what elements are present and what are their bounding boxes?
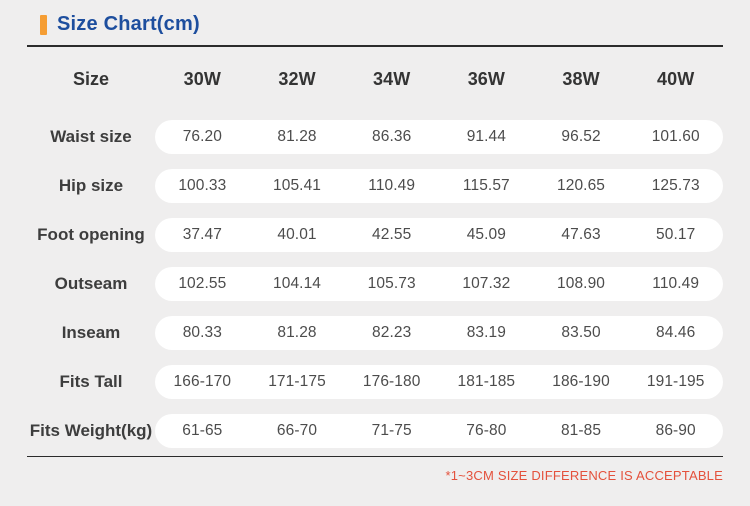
table-cell: 191-195 <box>646 373 705 390</box>
table-cell: 181-185 <box>457 373 516 390</box>
table-cell: 76-80 <box>466 422 507 439</box>
table-cell: 105.73 <box>367 275 416 292</box>
table-cell: 40.01 <box>277 226 317 243</box>
table-cell: 42.55 <box>372 226 412 243</box>
table-cell: 71-75 <box>371 422 412 439</box>
table-cell: 125.73 <box>651 177 700 194</box>
table-cell: 84.46 <box>656 324 696 341</box>
table-cell: 66-70 <box>276 422 318 439</box>
table-cell: 83.19 <box>466 324 506 341</box>
header-values-strip: 30W 32W 34W 36W 38W 40W <box>155 63 723 97</box>
row-values-pill: 100.33 105.41 110.49 115.57 120.65 125.7… <box>155 169 723 203</box>
table-cell: 110.49 <box>368 177 416 194</box>
table-cell: 166-170 <box>173 373 232 390</box>
column-header-36w: 36W <box>467 69 505 89</box>
table-cell: 83.50 <box>561 324 601 341</box>
table-cell: 108.90 <box>557 275 606 292</box>
table-cell: 82.23 <box>372 324 412 341</box>
table-header-row: Size 30W 32W 34W 36W 38W 40W <box>27 47 723 113</box>
table-cell: 86.36 <box>372 128 412 145</box>
row-values-pill: 80.33 81.28 82.23 83.19 83.50 84.46 <box>155 316 723 350</box>
table-cell: 101.60 <box>651 128 700 145</box>
row-label: Outseam <box>54 274 128 293</box>
table-cell: 186-190 <box>552 373 610 390</box>
table-cell: 115.57 <box>462 177 510 194</box>
table-row-foot-opening: Foot opening 37.47 40.01 42.55 45.09 47.… <box>27 211 723 260</box>
row-values-pill: 102.55 104.14 105.73 107.32 108.90 110.4… <box>155 267 723 301</box>
footer-note: *1~3CM SIZE DIFFERENCE IS ACCEPTABLE <box>445 468 723 483</box>
row-values-pill: 166-170 171-175 176-180 181-185 186-190 … <box>155 365 723 399</box>
row-label: Waist size <box>50 127 132 146</box>
section-header: Size Chart(cm) <box>27 0 723 45</box>
table-cell: 81.28 <box>277 128 317 145</box>
top-divider <box>27 45 723 47</box>
table-row-fits-tall: Fits Tall 166-170 171-175 176-180 181-18… <box>27 358 723 407</box>
table-cell: 96.52 <box>561 128 601 145</box>
row-label: Hip size <box>58 176 124 195</box>
table-cell: 104.14 <box>273 275 322 292</box>
column-header-30w: 30W <box>183 69 221 89</box>
page-title: Size Chart(cm) <box>57 13 200 35</box>
table-cell: 105.41 <box>273 177 322 194</box>
row-label: Foot opening <box>37 225 145 244</box>
table-row-outseam: Outseam 102.55 104.14 105.73 107.32 108.… <box>27 260 723 309</box>
table-cell: 171-175 <box>268 373 326 390</box>
table-cell: 107.32 <box>462 275 511 292</box>
table-cell: 37.47 <box>182 226 222 243</box>
row-values-pill: 76.20 81.28 86.36 91.44 96.52 101.60 <box>155 120 723 154</box>
table-cell: 50.17 <box>656 226 696 243</box>
size-table: Size 30W 32W 34W 36W 38W 40W Waist size … <box>27 47 723 456</box>
column-header-size: Size <box>72 69 110 89</box>
accent-bar-icon <box>40 14 47 35</box>
table-cell: 81.28 <box>277 324 317 341</box>
table-cell: 102.55 <box>178 275 227 292</box>
table-cell: 100.33 <box>178 177 227 194</box>
table-cell: 91.44 <box>466 128 506 145</box>
column-header-34w: 34W <box>373 69 411 89</box>
row-label: Fits Tall <box>59 372 123 391</box>
table-row-hip-size: Hip size 100.33 105.41 110.49 115.57 120… <box>27 162 723 211</box>
table-cell: 61-65 <box>182 422 223 439</box>
column-header-40w: 40W <box>657 69 695 89</box>
table-cell: 86-90 <box>655 422 696 439</box>
table-cell: 80.33 <box>182 324 222 341</box>
table-cell: 45.09 <box>466 226 506 243</box>
table-cell: 81-85 <box>560 422 602 439</box>
table-row-inseam: Inseam 80.33 81.28 82.23 83.19 83.50 84.… <box>27 309 723 358</box>
row-values-pill: 61-65 66-70 71-75 76-80 81-85 86-90 <box>155 414 723 448</box>
table-cell: 110.49 <box>652 275 700 292</box>
table-cell: 76.20 <box>182 128 222 145</box>
row-values-pill: 37.47 40.01 42.55 45.09 47.63 50.17 <box>155 218 723 252</box>
table-cell: 176-180 <box>362 373 421 390</box>
table-cell: 120.65 <box>557 177 606 194</box>
column-header-38w: 38W <box>562 69 600 89</box>
bottom-divider <box>27 455 723 457</box>
table-row-waist-size: Waist size 76.20 81.28 86.36 91.44 96.52… <box>27 113 723 162</box>
row-label: Fits Weight(kg) <box>29 421 153 440</box>
footer: *1~3CM SIZE DIFFERENCE IS ACCEPTABLE <box>27 457 723 483</box>
table-cell: 47.63 <box>561 226 601 243</box>
table-row-fits-weight: Fits Weight(kg) 61-65 66-70 71-75 76-80 … <box>27 407 723 456</box>
row-label: Inseam <box>61 323 121 342</box>
column-header-32w: 32W <box>278 69 316 89</box>
